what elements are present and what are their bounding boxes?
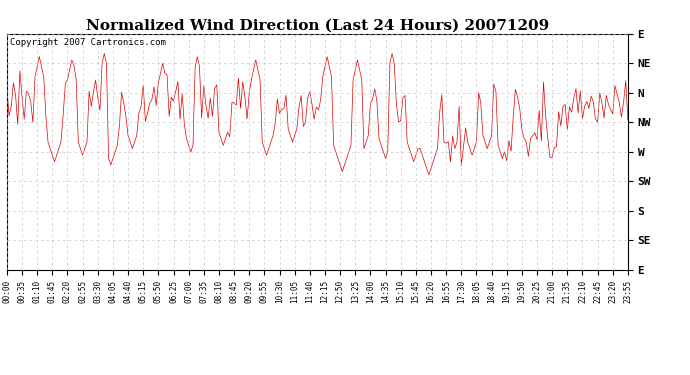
Text: Copyright 2007 Cartronics.com: Copyright 2007 Cartronics.com (10, 39, 166, 48)
Title: Normalized Wind Direction (Last 24 Hours) 20071209: Normalized Wind Direction (Last 24 Hours… (86, 19, 549, 33)
